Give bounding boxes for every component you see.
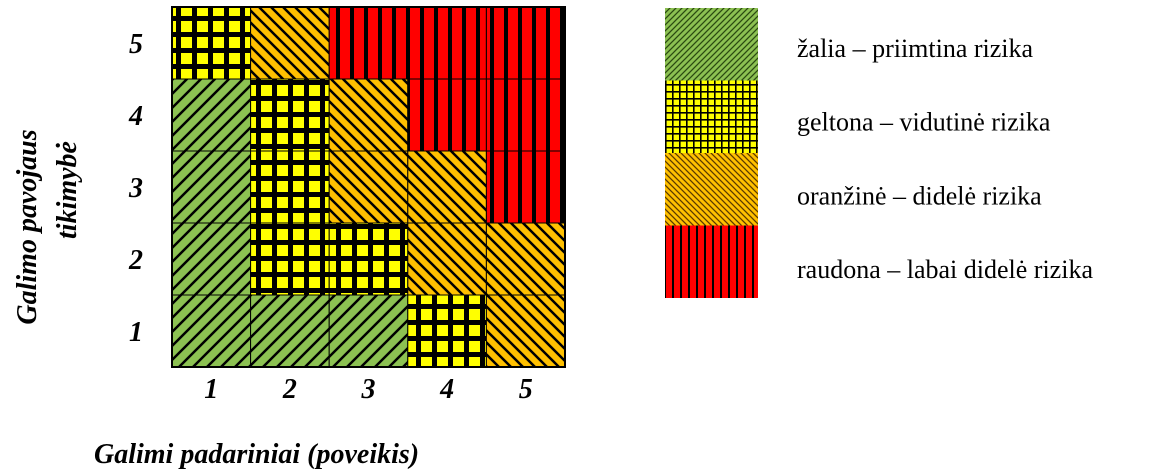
y-tick-label: 3 xyxy=(128,173,143,204)
legend-swatch-yellow xyxy=(665,80,758,153)
x-axis-label: Galimi padariniai (poveikis) xyxy=(94,439,419,470)
y-tick-labels: 5 4 3 2 1 xyxy=(128,29,143,348)
matrix-cell-5-3 xyxy=(328,6,409,80)
legend-label-red: raudona – labai didelė rizika xyxy=(797,255,1093,284)
y-axis-label-line-1: Galimo pavojaus xyxy=(12,129,43,324)
matrix-cell-1-1 xyxy=(171,294,252,368)
matrix-cell-3-5 xyxy=(485,150,566,224)
matrix-cell-3-2 xyxy=(250,150,330,224)
matrix-cell-4-4 xyxy=(407,78,487,152)
legend-label-orange: oranžinė – didelė rizika xyxy=(797,181,1042,210)
matrix-cell-5-5 xyxy=(485,6,566,80)
matrix-cell-2-4 xyxy=(407,222,487,296)
matrix-cell-1-4 xyxy=(407,294,487,368)
y-axis-label-line-2: tikimybė xyxy=(52,141,83,239)
matrix-cell-5-4 xyxy=(407,6,487,80)
matrix-cell-4-2 xyxy=(250,78,330,152)
matrix-cell-3-3 xyxy=(328,150,409,224)
x-tick-labels: 1 2 3 4 5 xyxy=(204,374,532,405)
legend-swatch-green xyxy=(665,8,758,81)
x-tick-label: 5 xyxy=(519,374,533,405)
matrix-cell-4-3 xyxy=(328,78,409,152)
legend-label-yellow: geltona – vidutinė rizika xyxy=(797,108,1051,137)
matrix-cell-5-2 xyxy=(250,6,330,80)
matrix-cell-4-1 xyxy=(171,78,252,152)
y-tick-label: 5 xyxy=(129,29,143,60)
legend-swatch-orange xyxy=(665,153,758,226)
matrix-cell-2-3 xyxy=(328,222,409,296)
matrix-cell-3-1 xyxy=(171,150,252,224)
matrix-cell-2-1 xyxy=(171,222,252,296)
y-tick-label: 1 xyxy=(129,317,143,348)
matrix-cell-3-4 xyxy=(407,150,487,224)
x-tick-label: 4 xyxy=(439,374,454,405)
x-tick-label: 3 xyxy=(361,374,376,405)
matrix-cell-2-2 xyxy=(250,222,330,296)
matrix-cell-1-3 xyxy=(328,294,409,368)
matrix-cell-4-5 xyxy=(485,78,566,152)
matrix-cell-2-5 xyxy=(485,222,566,296)
legend: žalia – priimtina rizika geltona – viduti… xyxy=(665,8,1093,298)
legend-label-green: žalia – priimtina rizika xyxy=(797,34,1034,63)
matrix-cell-1-5 xyxy=(485,294,566,368)
matrix-cell-5-1 xyxy=(171,6,252,80)
legend-swatch-red xyxy=(665,225,758,298)
y-tick-label: 4 xyxy=(128,101,143,132)
matrix-cell-1-2 xyxy=(250,294,330,368)
x-tick-label: 2 xyxy=(282,374,297,405)
x-tick-label: 1 xyxy=(204,374,218,405)
matrix-cells xyxy=(171,6,566,368)
matrix-frame xyxy=(171,6,566,368)
y-tick-label: 2 xyxy=(128,245,143,276)
